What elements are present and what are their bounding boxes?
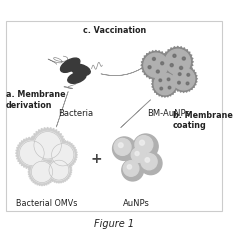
Polygon shape — [48, 140, 78, 170]
Circle shape — [123, 161, 139, 176]
Circle shape — [114, 138, 131, 155]
Circle shape — [170, 64, 173, 67]
Circle shape — [118, 143, 123, 148]
Text: Figure 1: Figure 1 — [94, 219, 134, 229]
Circle shape — [133, 134, 158, 159]
Circle shape — [49, 160, 69, 180]
Circle shape — [148, 66, 151, 69]
Circle shape — [161, 62, 164, 65]
FancyBboxPatch shape — [6, 21, 222, 211]
Circle shape — [173, 68, 195, 90]
Circle shape — [182, 57, 185, 60]
Ellipse shape — [61, 58, 80, 72]
Text: +: + — [90, 152, 102, 166]
Circle shape — [130, 146, 150, 167]
Circle shape — [180, 66, 182, 70]
Text: a. Membrane
derivation: a. Membrane derivation — [6, 90, 66, 110]
Ellipse shape — [68, 72, 86, 83]
Polygon shape — [30, 127, 66, 163]
Text: Bacterial OMVs: Bacterial OMVs — [16, 200, 77, 208]
Circle shape — [156, 70, 159, 73]
Circle shape — [127, 165, 131, 169]
Circle shape — [139, 152, 162, 174]
Circle shape — [165, 49, 190, 74]
Polygon shape — [28, 158, 56, 186]
Circle shape — [187, 74, 190, 76]
Circle shape — [186, 82, 189, 85]
Circle shape — [152, 58, 156, 60]
Circle shape — [135, 136, 153, 154]
Circle shape — [173, 54, 176, 57]
Polygon shape — [152, 71, 178, 97]
Text: BM-AuNPs: BM-AuNPs — [147, 109, 190, 118]
Circle shape — [122, 159, 143, 181]
Ellipse shape — [70, 64, 90, 76]
Polygon shape — [46, 157, 72, 183]
Circle shape — [113, 137, 136, 160]
Text: c. Vaccination: c. Vaccination — [83, 26, 146, 35]
Circle shape — [141, 154, 157, 170]
Circle shape — [131, 148, 146, 162]
Polygon shape — [170, 65, 197, 92]
Circle shape — [168, 86, 171, 89]
Circle shape — [144, 53, 168, 77]
Circle shape — [167, 78, 170, 81]
Circle shape — [19, 141, 44, 166]
Circle shape — [159, 79, 162, 82]
Circle shape — [31, 161, 53, 182]
Circle shape — [145, 158, 150, 162]
Text: b. Membrane
coating: b. Membrane coating — [173, 111, 233, 130]
Circle shape — [154, 73, 176, 95]
Circle shape — [52, 144, 74, 166]
Text: AuNPs: AuNPs — [123, 200, 150, 208]
Polygon shape — [141, 50, 171, 80]
Circle shape — [178, 73, 181, 76]
Text: Bacteria: Bacteria — [58, 109, 93, 118]
Polygon shape — [162, 46, 193, 77]
Circle shape — [34, 132, 61, 159]
Circle shape — [139, 140, 145, 145]
Circle shape — [135, 152, 139, 156]
Polygon shape — [16, 137, 48, 170]
Circle shape — [178, 81, 180, 84]
Circle shape — [160, 87, 163, 90]
